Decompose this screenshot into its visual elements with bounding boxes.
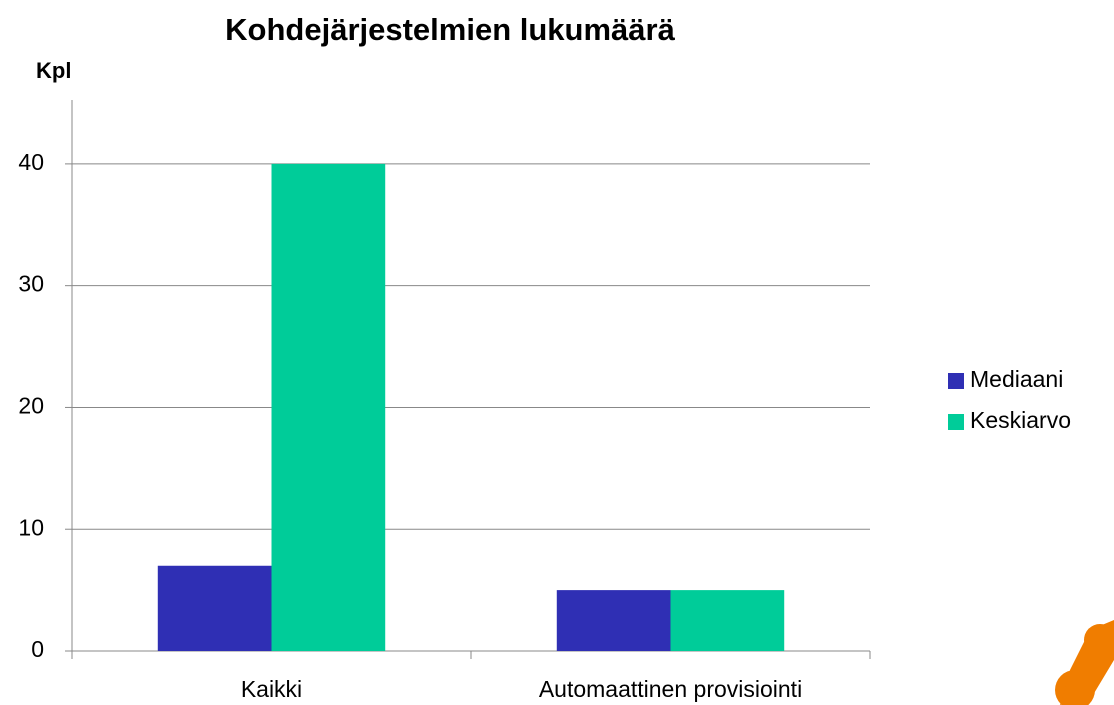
y-tick-label: 20	[18, 393, 44, 419]
bar	[670, 590, 785, 651]
y-tick-label: 40	[18, 149, 44, 175]
y-tick-label: 30	[18, 271, 44, 297]
bar	[556, 590, 671, 651]
y-axis-label: Kpl	[36, 58, 71, 83]
legend-label: Keskiarvo	[970, 407, 1071, 433]
x-tick-label: Automaattinen provisiointi	[539, 676, 802, 702]
logo	[1055, 620, 1114, 705]
y-tick-label: 10	[18, 514, 44, 540]
bar	[157, 565, 272, 651]
x-tick-label: Kaikki	[241, 676, 302, 702]
y-tick-label: 0	[31, 636, 44, 662]
bar	[271, 163, 386, 651]
legend-label: Mediaani	[970, 366, 1063, 392]
legend-swatch	[948, 373, 964, 389]
chart-title: Kohdejärjestelmien lukumäärä	[225, 12, 675, 47]
legend-swatch	[948, 414, 964, 430]
